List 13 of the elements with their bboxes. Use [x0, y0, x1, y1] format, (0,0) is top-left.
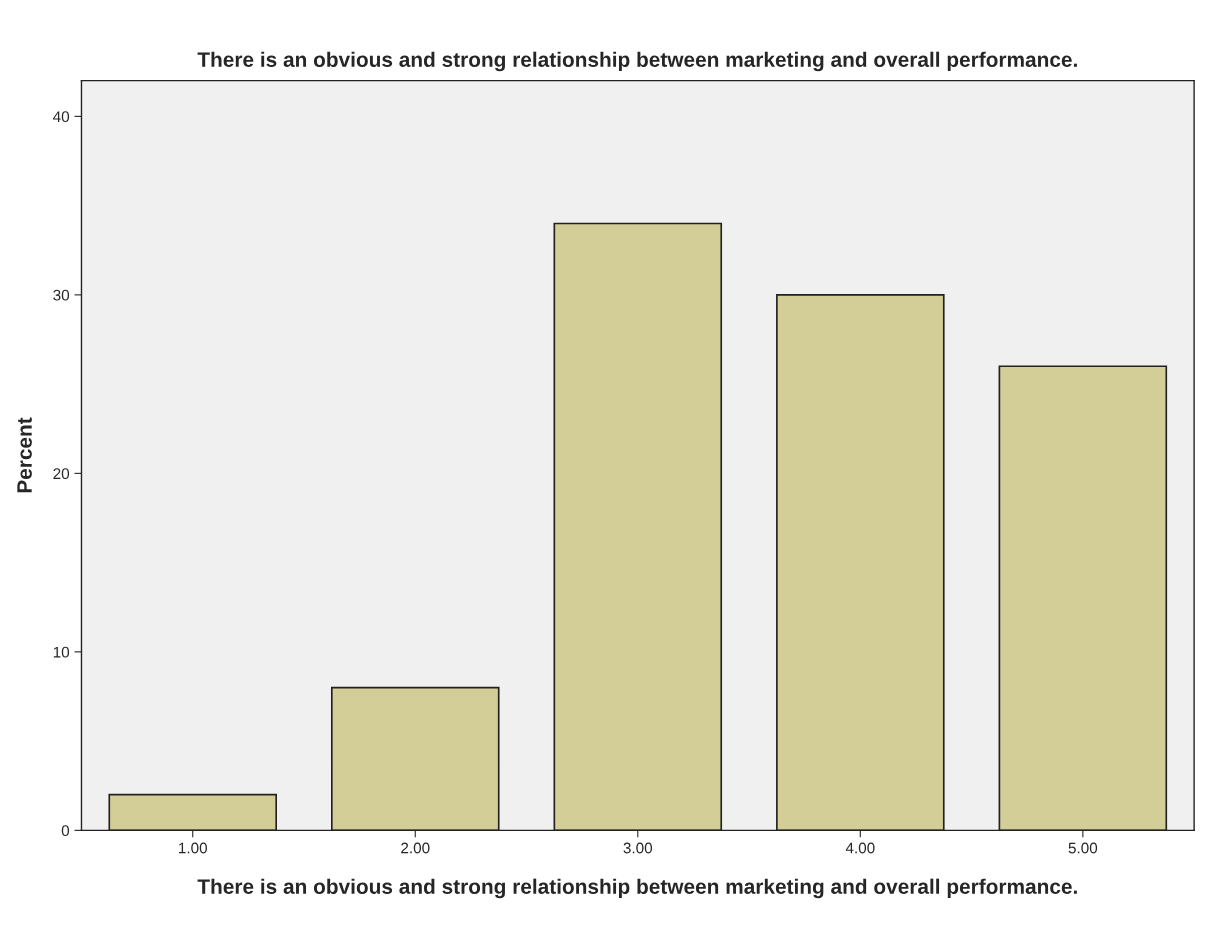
y-axis-title: Percent: [17, 417, 32, 493]
x-tick-label: 2.00: [401, 842, 430, 854]
y-tick-label: 40: [53, 111, 70, 123]
y-tick-label: 20: [53, 468, 70, 480]
chart-title: There is an obvious and strong relationship between marketing and overall performance.: [197, 51, 1077, 72]
y-tick-label: 0: [61, 825, 70, 837]
y-tick-label: 30: [53, 289, 70, 301]
x-tick-label: 5.00: [1068, 842, 1098, 854]
x-tick-label: 1.00: [179, 842, 208, 854]
x-tick-label: 4.00: [845, 842, 875, 854]
x-axis-title: There is an obvious and strong relationship between marketing and overall performance.: [197, 878, 1077, 899]
y-tick-label: 10: [53, 646, 70, 658]
x-tick-label: 3.00: [623, 842, 653, 854]
